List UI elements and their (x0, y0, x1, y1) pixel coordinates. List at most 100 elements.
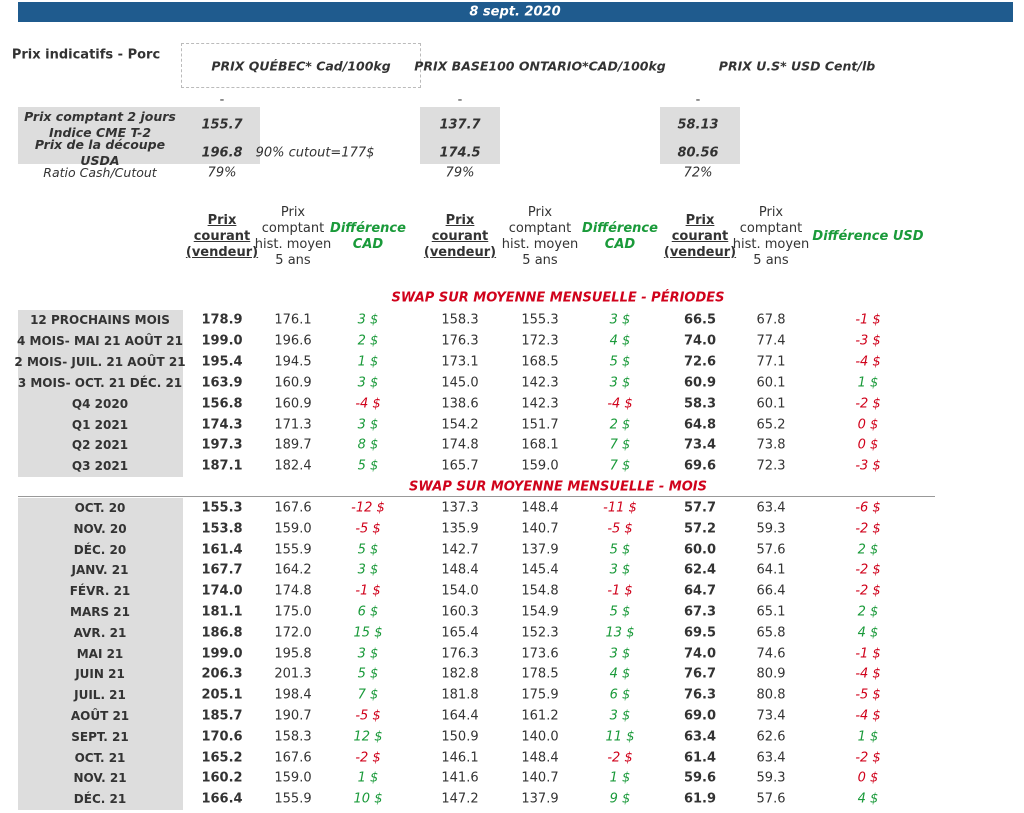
row-label: DÉC. 21 (73, 792, 127, 807)
row-shade (18, 351, 183, 373)
price: 175.0 (274, 604, 312, 620)
price: 145.4 (521, 562, 559, 578)
price: 73.8 (756, 437, 786, 453)
price: 67.3 (683, 604, 717, 620)
difference: -1 $ (855, 312, 881, 328)
row-shade (18, 539, 183, 561)
price: 142.3 (521, 375, 559, 391)
difference: 3 $ (357, 646, 379, 662)
price: 156.8 (201, 396, 243, 412)
row-shade (18, 622, 183, 644)
price: 199.0 (201, 333, 243, 349)
price: 72.3 (756, 458, 786, 474)
price: 198.4 (274, 687, 312, 703)
price: 160.9 (274, 375, 312, 391)
price: 167.6 (274, 750, 312, 766)
price: 155.3 (201, 500, 243, 516)
difference: 7 $ (609, 458, 631, 474)
row-label: JUIN 21 (75, 667, 125, 682)
price: 57.6 (756, 791, 786, 807)
row-shade (18, 372, 183, 394)
price: 167.6 (274, 500, 312, 516)
row-label: MAI 21 (76, 646, 124, 661)
row-shade (18, 393, 183, 415)
difference: -2 $ (355, 750, 381, 766)
row-shade (18, 726, 183, 748)
price: 135.9 (441, 521, 479, 537)
price: 65.1 (756, 604, 786, 620)
price: 60.9 (683, 375, 717, 391)
price: 142.7 (441, 542, 479, 558)
column-header: Prix courant (vendeur) (663, 213, 737, 260)
difference: -5 $ (855, 687, 881, 703)
price: 159.0 (274, 521, 312, 537)
difference: 3 $ (609, 375, 631, 391)
price: 160.2 (201, 770, 243, 786)
row-shade (18, 414, 183, 435)
row-label: AOÛT 21 (70, 709, 130, 723)
row-label: OCT. 20 (74, 501, 126, 515)
difference: 13 $ (605, 625, 635, 641)
difference: 6 $ (609, 687, 631, 703)
price: 176.3 (441, 333, 479, 349)
price: 77.4 (756, 333, 786, 349)
row-shade (18, 747, 183, 769)
difference: -2 $ (855, 396, 881, 412)
summary-value: 155.7 (201, 117, 243, 133)
summary-value: 79% (445, 165, 475, 181)
difference: 5 $ (609, 354, 631, 370)
difference: 3 $ (609, 562, 631, 578)
price: 145.0 (441, 375, 479, 391)
price: 168.5 (521, 354, 559, 370)
price: 195.8 (274, 646, 312, 662)
difference: 3 $ (357, 375, 379, 391)
summary-value: 58.13 (677, 117, 719, 133)
price: 161.2 (521, 708, 559, 724)
row-shade (18, 788, 183, 810)
difference: -2 $ (855, 562, 881, 578)
price: 80.8 (756, 687, 786, 703)
row-shade (18, 497, 183, 519)
price: 72.6 (683, 354, 717, 370)
row-label: NOV. 20 (73, 521, 127, 536)
price: 178.9 (201, 312, 243, 328)
price: 137.9 (521, 791, 559, 807)
summary-value: 174.5 (439, 145, 481, 161)
summary-label: Ratio Cash/Cutout (43, 165, 157, 180)
price: 154.2 (441, 417, 479, 432)
price: 74.0 (683, 646, 717, 662)
column-header: Prix courant (vendeur) (423, 213, 497, 260)
difference: 5 $ (357, 458, 379, 474)
price: 170.6 (201, 729, 243, 745)
summary-value: 79% (207, 165, 237, 181)
difference: 4 $ (857, 791, 879, 807)
row-shade (18, 518, 183, 540)
price: 80.9 (756, 666, 786, 682)
difference: 0 $ (857, 770, 879, 786)
summary-value: 72% (683, 165, 713, 181)
separator (18, 496, 935, 497)
summary-note: 90% cutout=177$ (255, 145, 375, 161)
difference: 9 $ (609, 791, 631, 807)
price: 69.6 (683, 458, 717, 474)
summary-shade (18, 107, 260, 164)
row-label: Q2 2021 (71, 438, 129, 453)
price: 173.6 (521, 646, 559, 662)
price: 142.3 (521, 396, 559, 412)
price: 185.7 (201, 708, 243, 724)
price: 146.1 (441, 750, 479, 766)
price: 197.3 (201, 437, 243, 453)
row-label: Q1 2021 (71, 417, 129, 432)
difference: -4 $ (855, 666, 881, 682)
dash: - (219, 92, 225, 108)
difference: -1 $ (855, 646, 881, 662)
price: 147.2 (441, 791, 479, 807)
price: 165.2 (201, 750, 243, 766)
row-label: FÉVR. 21 (69, 584, 131, 599)
difference: -2 $ (855, 521, 881, 537)
difference: 1 $ (357, 354, 379, 370)
price: 172.0 (274, 625, 312, 641)
row-shade (18, 330, 183, 352)
difference: 7 $ (609, 437, 631, 453)
row-label: JANV. 21 (71, 563, 129, 578)
